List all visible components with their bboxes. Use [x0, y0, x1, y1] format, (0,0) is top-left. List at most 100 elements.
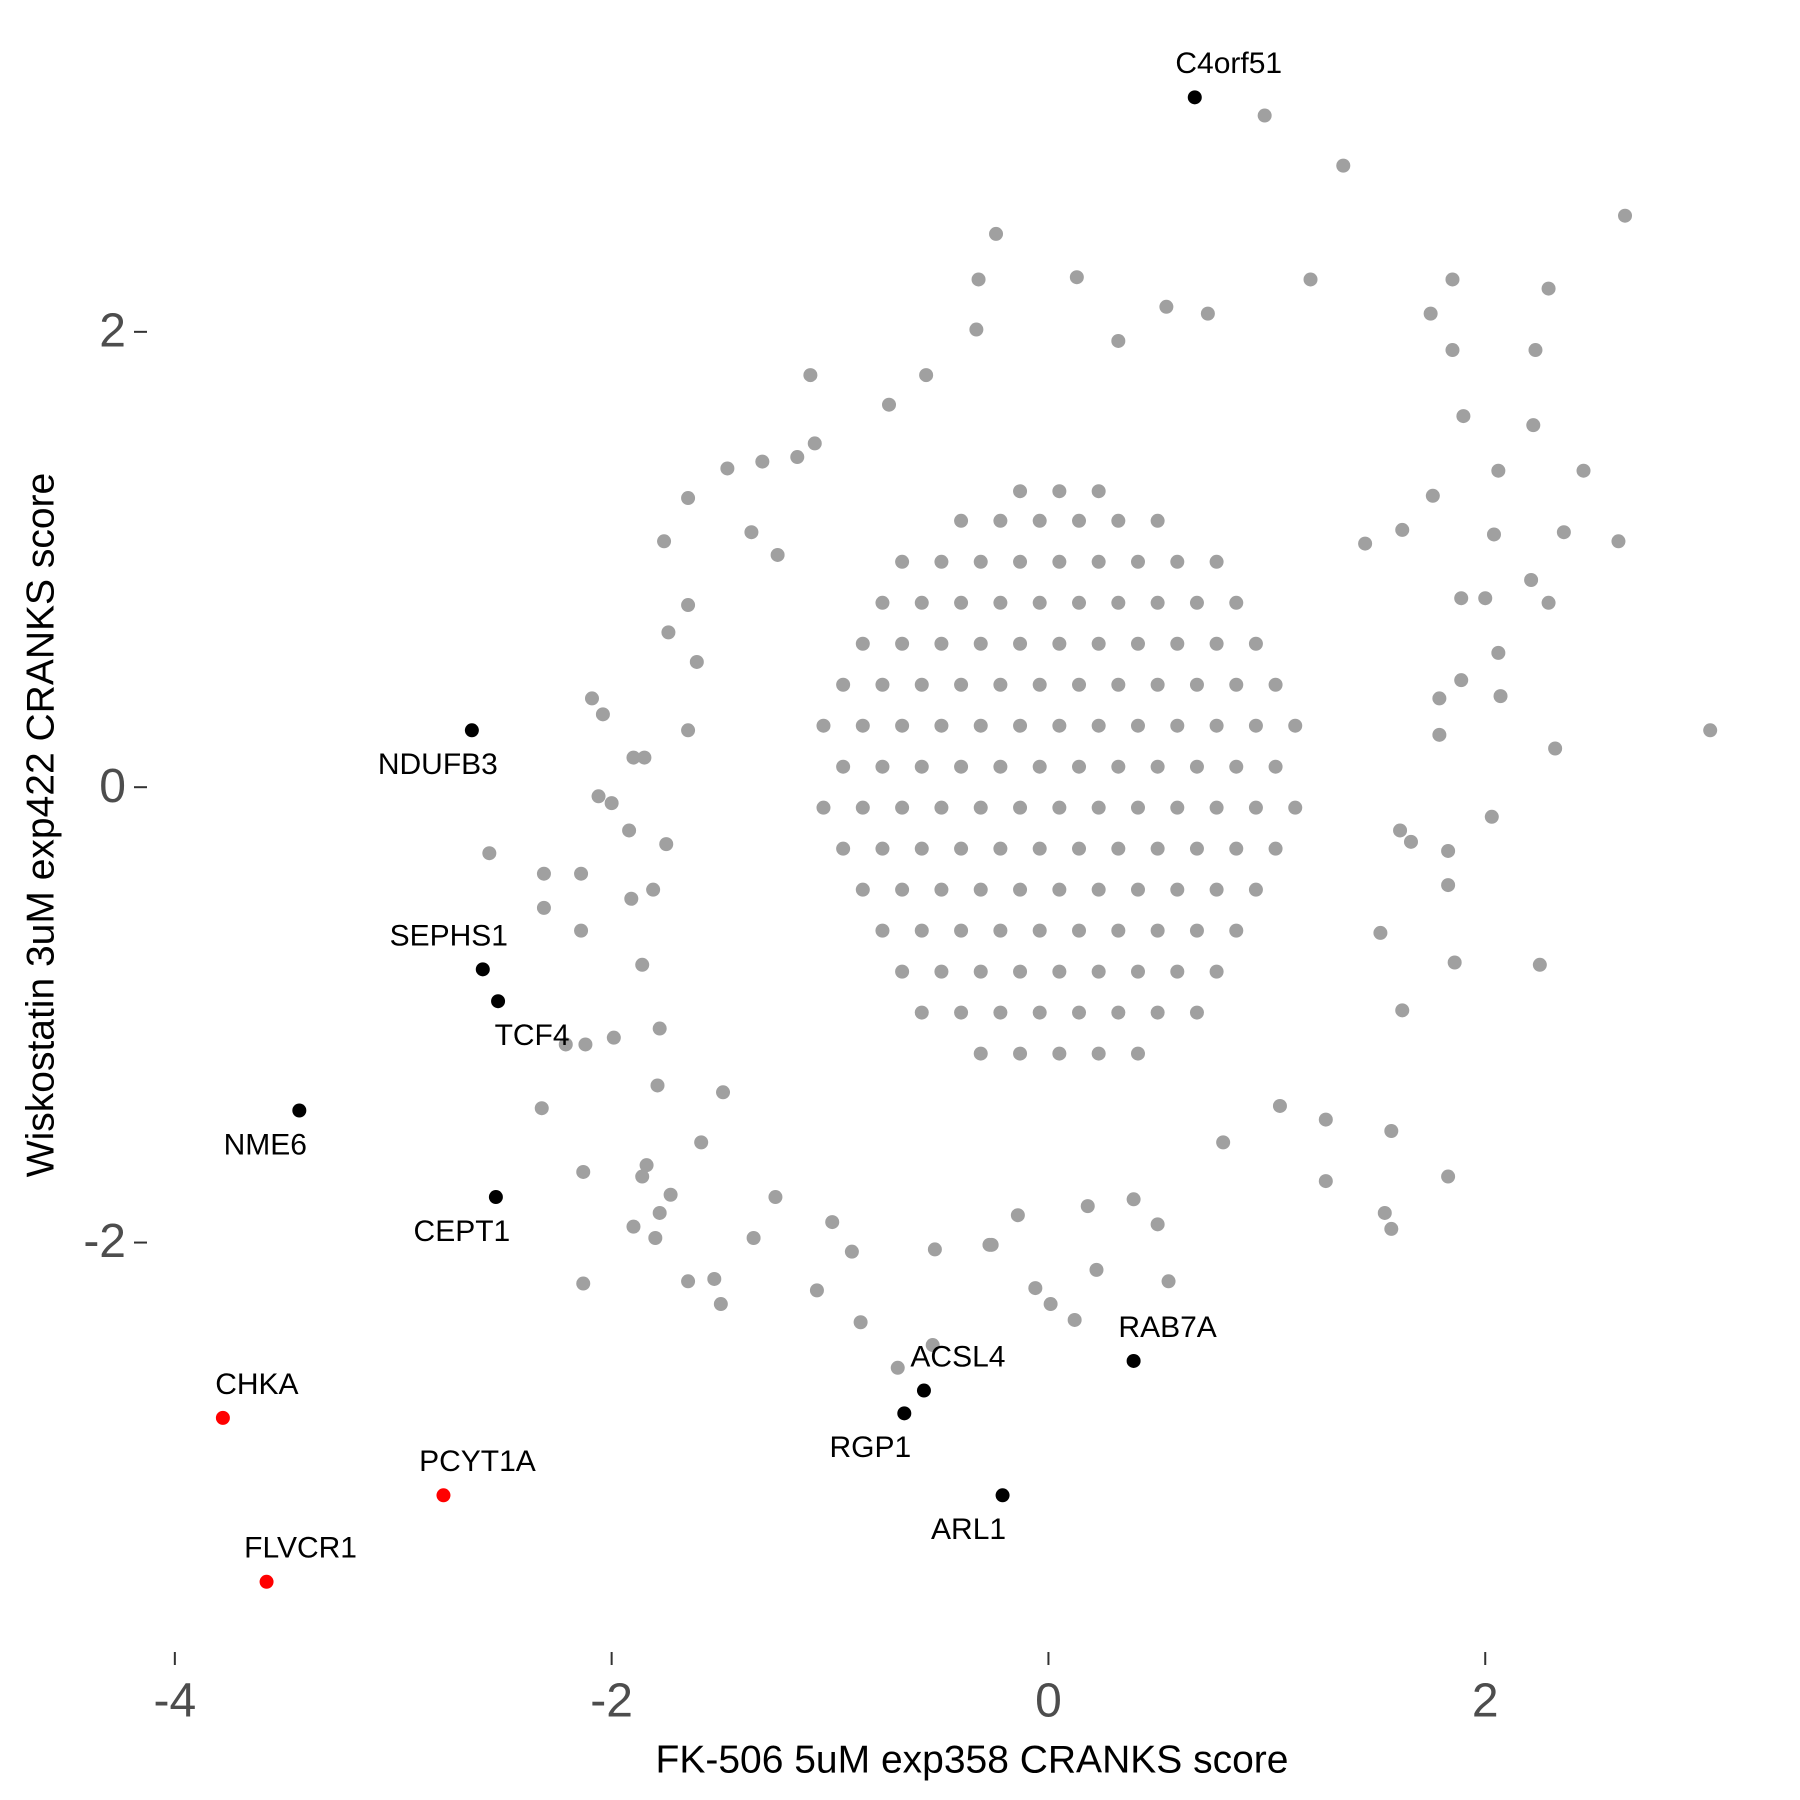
data-point — [836, 759, 851, 774]
data-point — [954, 923, 969, 938]
data-point — [1425, 488, 1440, 503]
point-label: RAB7A — [1118, 1311, 1216, 1344]
data-point — [681, 1274, 696, 1289]
data-point — [1441, 843, 1456, 858]
data-point — [1209, 964, 1224, 979]
x-tick-label: 2 — [1472, 1675, 1499, 1728]
data-point — [1150, 595, 1165, 610]
data-point — [574, 923, 589, 938]
data-point — [1089, 1262, 1104, 1277]
data-point — [1130, 882, 1145, 897]
data-point — [768, 1190, 783, 1205]
data-point — [1111, 923, 1126, 938]
data-point — [1229, 595, 1244, 610]
data-point — [1013, 882, 1028, 897]
data-point — [1257, 108, 1272, 123]
data-point — [1486, 527, 1501, 542]
data-point — [844, 1244, 859, 1259]
data-point — [1189, 677, 1204, 692]
data-point — [973, 964, 988, 979]
data-point — [1032, 759, 1047, 774]
data-point — [1091, 718, 1106, 733]
data-point — [1288, 718, 1303, 733]
data-point — [1384, 1221, 1399, 1236]
data-point — [1484, 809, 1499, 824]
data-point — [916, 1383, 931, 1398]
data-point — [914, 677, 929, 692]
data-point — [1229, 923, 1244, 938]
data-point — [1524, 573, 1539, 588]
data-point — [1526, 418, 1541, 433]
data-point — [1159, 299, 1174, 314]
data-point — [1072, 923, 1087, 938]
data-point — [558, 1037, 573, 1052]
data-point — [973, 882, 988, 897]
data-point — [1303, 272, 1318, 287]
y-tick-label: 2 — [99, 305, 126, 358]
data-point — [534, 1101, 549, 1116]
data-point — [1170, 554, 1185, 569]
data-point — [1170, 636, 1185, 651]
point-label: SEPHS1 — [390, 919, 508, 952]
data-point — [1209, 882, 1224, 897]
data-point — [982, 1237, 997, 1252]
data-point — [694, 1135, 709, 1150]
data-point — [1028, 1281, 1043, 1296]
data-point — [1170, 718, 1185, 733]
data-point — [576, 1164, 591, 1179]
data-point — [1111, 759, 1126, 774]
data-point — [925, 1338, 940, 1353]
data-point — [890, 1360, 905, 1375]
data-point — [1423, 306, 1438, 321]
data-point — [1441, 878, 1456, 893]
data-point — [1611, 534, 1626, 549]
data-point — [436, 1488, 451, 1503]
data-point — [1248, 636, 1263, 651]
data-point — [578, 1037, 593, 1052]
data-point — [1395, 1003, 1410, 1018]
data-point — [1189, 759, 1204, 774]
data-point — [720, 461, 735, 476]
point-label: PCYT1A — [419, 1445, 536, 1478]
data-point — [1209, 554, 1224, 569]
data-point — [744, 525, 759, 540]
point-label: CHKA — [215, 1368, 298, 1401]
data-point — [1161, 1274, 1176, 1289]
data-point — [1548, 741, 1563, 756]
data-point — [1189, 841, 1204, 856]
data-point — [1013, 554, 1028, 569]
data-point — [954, 759, 969, 774]
data-point — [663, 1187, 678, 1202]
data-point — [995, 1488, 1010, 1503]
data-point — [716, 1085, 731, 1100]
data-point — [1091, 964, 1106, 979]
y-axis-title: Wiskostatin 3uM exp422 CRANKS score — [19, 473, 62, 1177]
data-point — [993, 759, 1008, 774]
data-point — [1091, 800, 1106, 815]
data-point — [1043, 1297, 1058, 1312]
data-point — [1216, 1135, 1231, 1150]
data-point — [954, 513, 969, 528]
data-point — [482, 846, 497, 861]
data-point — [1209, 800, 1224, 815]
y-tick-label: -2 — [83, 1215, 126, 1268]
data-point — [1170, 882, 1185, 897]
data-point — [1209, 718, 1224, 733]
data-point — [825, 1215, 840, 1230]
data-point — [1111, 841, 1126, 856]
data-point — [746, 1231, 761, 1246]
data-point — [882, 397, 897, 412]
data-point — [993, 513, 1008, 528]
data-point — [934, 964, 949, 979]
data-point — [895, 882, 910, 897]
data-point — [1052, 800, 1067, 815]
data-point — [1318, 1112, 1333, 1127]
data-point — [803, 368, 818, 383]
data-point — [954, 595, 969, 610]
data-point — [853, 1315, 868, 1330]
data-point — [919, 368, 934, 383]
data-point — [1229, 677, 1244, 692]
data-point — [1126, 1353, 1141, 1368]
